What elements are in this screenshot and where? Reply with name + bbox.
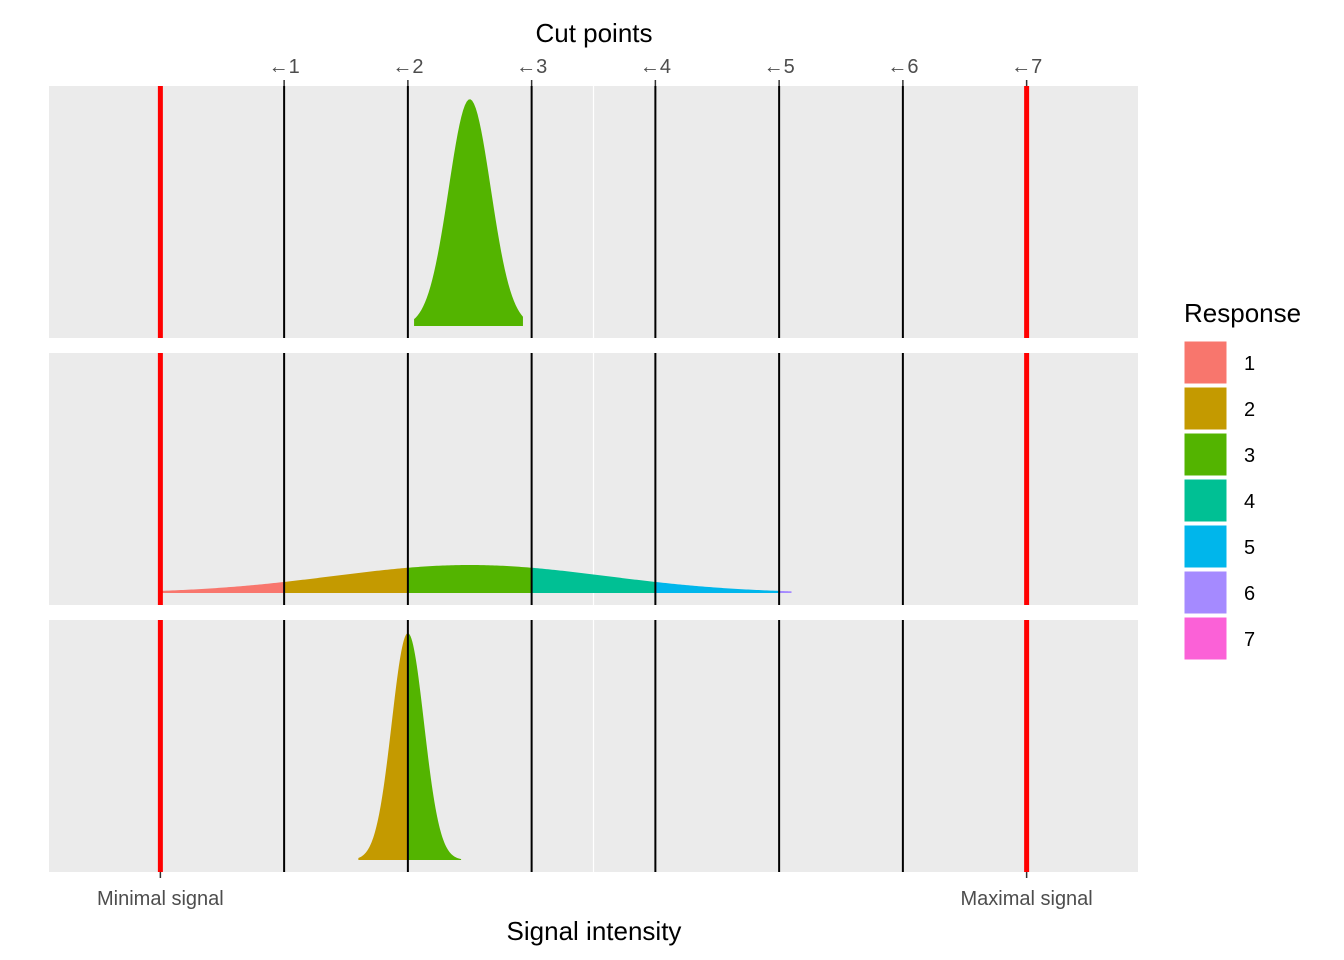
density-area-response-3	[414, 99, 523, 326]
density-area-response-3	[407, 565, 532, 593]
bottom-tick-label: Maximal signal	[960, 888, 1092, 910]
top-axis-title: Cut points	[535, 18, 652, 48]
panels-layer	[49, 86, 1138, 872]
top-axis-ticks: ←1 ←2 ←3 ←4 ←5 ←6 ←7	[269, 56, 1042, 86]
panel-1	[49, 86, 1138, 338]
top-tick-label: ←2	[392, 56, 423, 78]
top-tick-label: ←3	[516, 56, 547, 78]
legend-swatch-1	[1183, 340, 1228, 385]
density-area-response-1	[160, 581, 285, 593]
top-tick-label: ←5	[764, 56, 795, 78]
density-area-response-4	[531, 567, 656, 593]
top-tick-label: ←7	[1011, 56, 1042, 78]
density-area-response-2	[284, 567, 408, 593]
legend: Response 1 2 3 4 5 6 7	[1183, 298, 1301, 661]
legend-swatch-3	[1183, 432, 1228, 477]
legend-label-3: 3	[1244, 445, 1255, 467]
legend-label-7: 7	[1244, 629, 1255, 651]
panel-2	[49, 353, 1138, 605]
panel-3	[49, 620, 1138, 872]
legend-swatch-6	[1183, 570, 1228, 615]
legend-swatch-7	[1183, 616, 1228, 661]
legend-label-2: 2	[1244, 399, 1255, 421]
bottom-tick-label: Minimal signal	[97, 888, 224, 910]
legend-label-5: 5	[1244, 537, 1255, 559]
top-tick-label: ←1	[269, 56, 300, 78]
density-area-response-5	[655, 581, 780, 593]
legend-swatch-4	[1183, 478, 1228, 523]
legend-label-4: 4	[1244, 491, 1255, 513]
legend-items: 1 2 3 4 5 6 7	[1183, 340, 1255, 661]
top-tick-label: ←6	[887, 56, 918, 78]
bottom-axis-ticks: Minimal signal Maximal signal	[97, 872, 1093, 910]
legend-label-1: 1	[1244, 353, 1255, 375]
density-area-response-2	[358, 633, 408, 860]
legend-title: Response	[1184, 298, 1301, 328]
top-tick-label: ←4	[640, 56, 671, 78]
legend-swatch-2	[1183, 386, 1228, 431]
density-area-response-3	[407, 633, 462, 860]
density-area-response-6	[779, 590, 792, 593]
bottom-axis-title: Signal intensity	[507, 916, 682, 946]
legend-swatch-5	[1183, 524, 1228, 569]
legend-label-6: 6	[1244, 583, 1255, 605]
